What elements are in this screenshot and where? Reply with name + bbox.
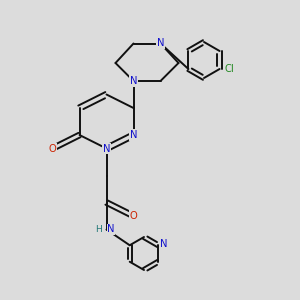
Text: N: N (107, 224, 115, 235)
Text: N: N (130, 76, 137, 86)
Text: N: N (160, 239, 167, 249)
Text: H: H (96, 225, 102, 234)
Text: Cl: Cl (224, 64, 234, 74)
Text: O: O (130, 211, 137, 221)
Text: N: N (103, 143, 110, 154)
Text: O: O (49, 143, 56, 154)
Text: N: N (130, 130, 137, 140)
Text: N: N (157, 38, 164, 49)
